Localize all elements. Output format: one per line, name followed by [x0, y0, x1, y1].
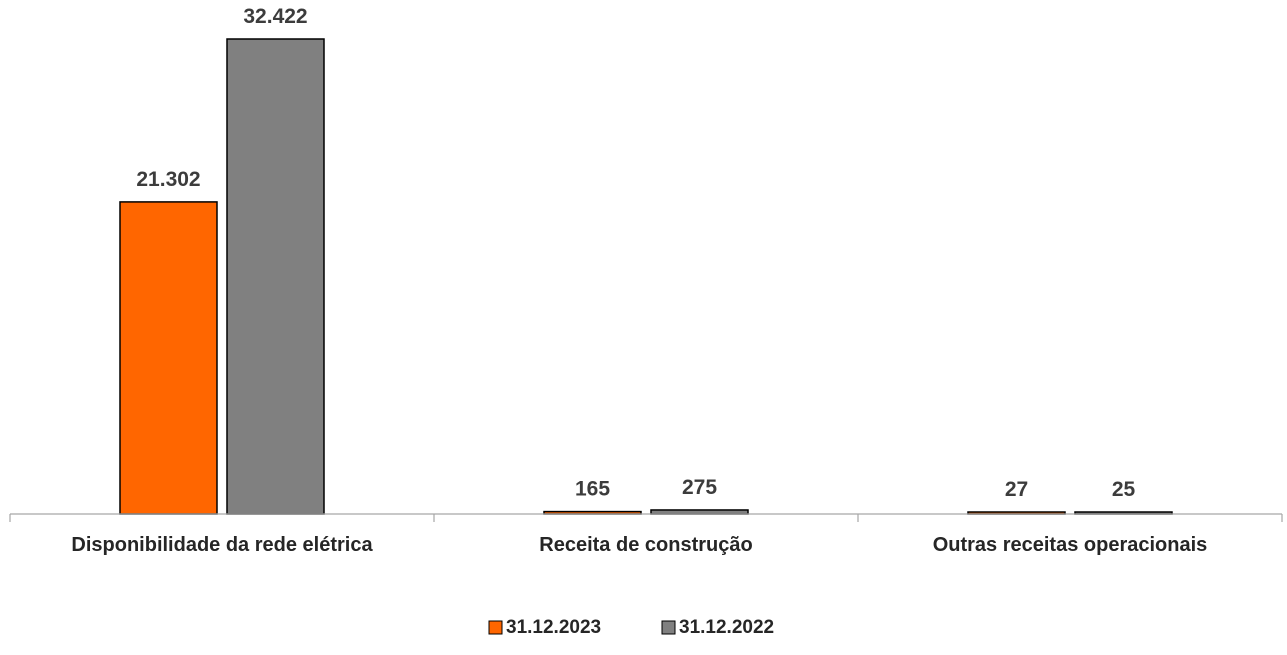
data-label-series-2-cat-3: 25 — [1112, 478, 1136, 501]
legend-label-1: 31.12.2023 — [506, 617, 601, 638]
x-tick-label: Disponibilidade da rede elétrica — [71, 534, 373, 556]
data-label-series-1-cat-3: 27 — [1005, 478, 1028, 501]
bar-series-1-cat-1 — [119, 201, 218, 515]
data-label-series-1-cat-1: 21.302 — [136, 168, 200, 191]
legend-swatch-2 — [661, 620, 676, 635]
legend-label-2: 31.12.2022 — [679, 617, 774, 638]
data-label-series-2-cat-1: 32.422 — [243, 5, 307, 28]
legend-swatch-1 — [488, 620, 503, 635]
data-label-series-2-cat-2: 275 — [682, 476, 717, 499]
data-label-series-1-cat-2: 165 — [575, 478, 610, 501]
bar-series-2-cat-1 — [226, 38, 325, 515]
bar-series-2-cat-2 — [650, 509, 749, 515]
x-tick-label: Outras receitas operacionais — [933, 534, 1208, 556]
x-tick-label: Receita de construção — [539, 534, 752, 556]
